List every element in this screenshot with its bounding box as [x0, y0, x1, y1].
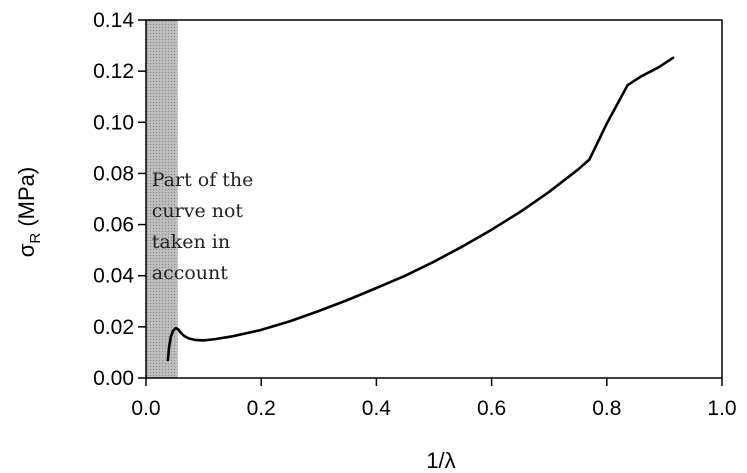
y-tick-label: 0.08	[93, 162, 134, 185]
x-axis-ticks: 0.0 0.2 0.4 0.6 0.8 1.0	[131, 378, 737, 420]
plot-marks	[166, 56, 675, 362]
y-tick-label: 0.00	[93, 367, 134, 390]
x-tick-label: 0.2	[247, 397, 276, 420]
x-tick-label: 0.8	[592, 397, 621, 420]
y-axis-symbol: σ	[14, 243, 39, 257]
annotation-text: Part of the curve not taken in account	[152, 169, 254, 284]
x-tick-label: 1.0	[707, 397, 736, 420]
y-axis-subscript: R	[27, 233, 44, 244]
series-line-0	[166, 56, 675, 362]
annotation-line: curve not	[152, 200, 244, 222]
y-tick-label: 0.14	[93, 9, 134, 32]
excluded-region	[146, 20, 178, 378]
y-tick-label: 0.02	[93, 316, 134, 339]
annotation-line: account	[152, 262, 229, 284]
x-tick-label: 0.0	[131, 397, 160, 420]
x-tick-label: 0.6	[477, 397, 506, 420]
y-tick-label: 0.10	[93, 111, 134, 134]
annotation-line: Part of the	[152, 169, 254, 191]
y-axis-ticks: 0.00 0.02 0.04 0.06 0.08 0.10 0.12 0.14	[93, 9, 146, 390]
annotation-line: taken in	[152, 231, 230, 253]
y-axis-unit: (MPa)	[14, 167, 39, 233]
plot-frame	[145, 19, 723, 379]
y-tick-label: 0.04	[93, 265, 134, 288]
x-axis-label: 1/λ	[426, 448, 455, 473]
y-axis-label: σR (MPa)	[14, 167, 44, 257]
y-tick-label: 0.06	[93, 214, 134, 237]
x-tick-label: 0.4	[362, 397, 392, 420]
y-tick-label: 0.12	[93, 60, 134, 83]
